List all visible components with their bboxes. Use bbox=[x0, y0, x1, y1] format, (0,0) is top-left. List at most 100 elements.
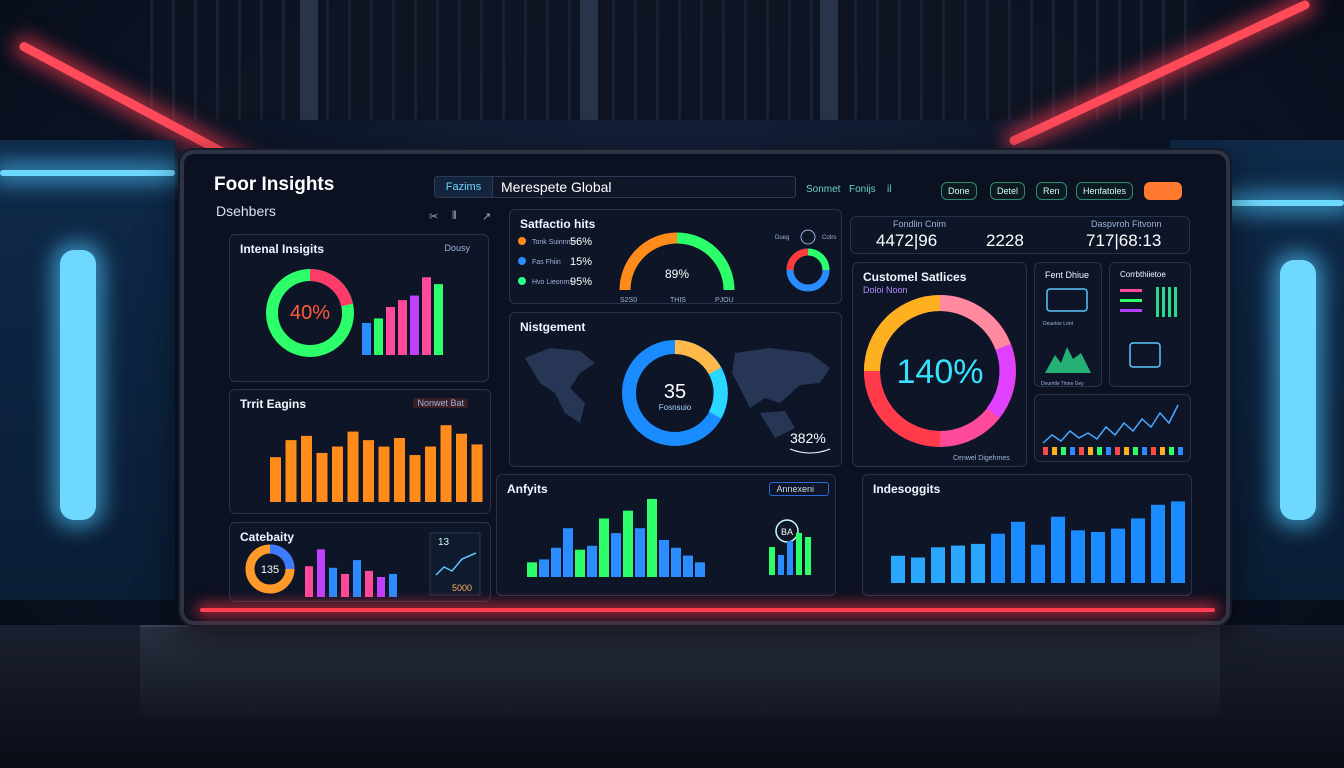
panel-title: Satfactio hits bbox=[520, 217, 596, 231]
neon-strip bbox=[1170, 200, 1344, 206]
arrow-icon[interactable]: ↗ bbox=[482, 211, 492, 223]
continent-shape bbox=[732, 348, 830, 408]
stat-label: Fondlin Cnim bbox=[893, 219, 947, 229]
chart-bar bbox=[911, 557, 925, 583]
chart-bar bbox=[1011, 521, 1025, 583]
legend-value: 15% bbox=[570, 256, 592, 268]
neon-edge bbox=[200, 608, 1215, 612]
chart-bar bbox=[332, 446, 343, 502]
neon-column bbox=[1280, 260, 1316, 520]
nav-il[interactable]: il bbox=[887, 184, 892, 195]
traffic-chart bbox=[270, 425, 483, 502]
trend-bar bbox=[1070, 447, 1075, 455]
nav-sonmet[interactable]: Sonmet bbox=[806, 184, 841, 195]
chart-bar bbox=[409, 455, 421, 502]
panel-tag[interactable]: Nonwet Bat bbox=[413, 398, 468, 408]
donut-segment bbox=[269, 544, 295, 570]
chart-bar bbox=[316, 452, 328, 502]
chart-bar bbox=[551, 547, 561, 577]
map-center-label: Fosnsuio bbox=[659, 403, 692, 412]
mini-donut-segment bbox=[807, 248, 830, 271]
panel-title: Catebaity bbox=[240, 530, 295, 544]
fent-caption: Deumtle Tinne Gey bbox=[1041, 381, 1084, 387]
gauge-arc bbox=[676, 232, 735, 291]
chart-bar bbox=[891, 555, 905, 583]
donut-segment bbox=[864, 370, 941, 447]
category-chart: 135 13 5000 bbox=[245, 532, 481, 597]
legend-dot bbox=[518, 277, 526, 285]
legend-value: 56% bbox=[570, 236, 592, 248]
chart-bar bbox=[377, 577, 385, 597]
scissors-icon[interactable]: ✂ bbox=[429, 211, 439, 223]
chart-bar bbox=[285, 440, 297, 502]
chart-bar bbox=[329, 567, 337, 597]
action-button[interactable] bbox=[1144, 182, 1182, 200]
donut-segment bbox=[986, 344, 1016, 418]
chart-bar bbox=[1051, 516, 1065, 583]
chart-bar bbox=[1151, 504, 1165, 583]
chart-bar bbox=[425, 446, 436, 502]
side-bar bbox=[769, 547, 775, 575]
internal-chart: 40% bbox=[266, 269, 443, 357]
mini-bar bbox=[1174, 287, 1177, 317]
corner-underline bbox=[789, 448, 831, 454]
analytics-button[interactable]: Annexeni bbox=[769, 482, 829, 496]
mountain-chart bbox=[1045, 347, 1091, 373]
chart-bar bbox=[599, 518, 609, 577]
panel-internal-insights: Intenal Insigits Dousy 40% bbox=[229, 234, 489, 382]
chart-bar bbox=[587, 545, 597, 577]
trend-bar bbox=[1142, 447, 1147, 455]
panel-analytics: Anfyits Annexeni BA bbox=[496, 474, 836, 596]
legend-label: Tonk Suinnnim bbox=[532, 239, 578, 246]
trend-bar bbox=[1178, 447, 1183, 455]
ren-button[interactable]: Ren bbox=[1036, 182, 1067, 200]
chart-bar bbox=[389, 573, 397, 597]
chart-bar bbox=[456, 433, 467, 502]
mini-label: Cotrs bbox=[822, 235, 836, 241]
device-icon bbox=[1046, 288, 1088, 312]
trend-bar bbox=[1097, 447, 1102, 455]
chart-bar bbox=[301, 435, 312, 502]
chart-bar bbox=[647, 498, 657, 577]
chart-bar bbox=[539, 559, 549, 577]
detel-button[interactable]: Detel bbox=[990, 182, 1026, 200]
panel-inde: Indesoggits bbox=[862, 474, 1192, 596]
done-button[interactable]: Done bbox=[941, 182, 977, 200]
chart-bar bbox=[575, 549, 585, 577]
mini-bar bbox=[1120, 289, 1142, 292]
shield-icon bbox=[1129, 342, 1161, 368]
trend-bar bbox=[1088, 447, 1093, 455]
chart-bar bbox=[695, 562, 705, 577]
side-bar bbox=[787, 541, 793, 575]
henfatoles-button[interactable]: Henfatoles bbox=[1076, 182, 1134, 200]
donut-value: 40% bbox=[290, 302, 330, 324]
columns-icon[interactable]: ⫴ bbox=[452, 210, 457, 222]
mini-bar bbox=[1156, 287, 1159, 317]
chart-bar bbox=[422, 277, 431, 355]
panel-title: Corrbthiietoe bbox=[1120, 270, 1166, 279]
side-bar bbox=[805, 537, 811, 575]
legend-dot bbox=[518, 257, 526, 265]
gauge-label: PJOU bbox=[715, 297, 734, 304]
ceiling-beam bbox=[300, 0, 318, 120]
panel-title: Fent Dhiue bbox=[1045, 270, 1090, 280]
chart-bar bbox=[659, 539, 669, 577]
gauge-label: THIS bbox=[670, 297, 686, 304]
neon-column bbox=[60, 250, 96, 520]
tab-global[interactable]: Merespete Global bbox=[501, 179, 612, 195]
trend-bar bbox=[1061, 447, 1066, 455]
chart-bar bbox=[434, 284, 443, 355]
donut-segment bbox=[309, 269, 353, 307]
tab-fazims[interactable]: Fazims bbox=[435, 177, 493, 197]
stat-label: Daspvroh Fitvonn bbox=[1091, 219, 1162, 229]
mini-bar bbox=[1120, 299, 1142, 302]
chart-bar bbox=[1131, 518, 1145, 583]
panel-satisfaction: Satfactio hits Tonk Suinnnim Fas Fhiin H… bbox=[509, 209, 842, 304]
management-map: 35 Fosnsuio 382% bbox=[525, 340, 831, 454]
panel-title: Customel Satlices bbox=[863, 270, 967, 284]
nav-fonijs[interactable]: Fonijs bbox=[849, 184, 876, 195]
donut-segment bbox=[864, 295, 941, 372]
chart-bar bbox=[270, 457, 281, 502]
trend-bar bbox=[1169, 447, 1174, 455]
panel-tag[interactable]: Dousy bbox=[444, 243, 470, 253]
